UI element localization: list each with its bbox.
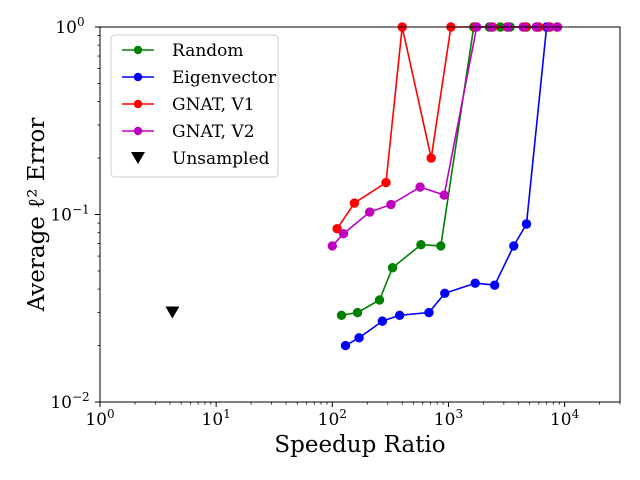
legend-entry: Random	[122, 41, 244, 61]
x-tick-label: 102	[318, 407, 347, 430]
x-tick-base: 10	[550, 410, 572, 430]
data-point	[489, 280, 500, 290]
x-tick-base: 10	[318, 410, 340, 430]
data-point	[415, 182, 425, 192]
x-tick-base: 10	[434, 410, 456, 430]
legend-marker	[133, 72, 143, 82]
y-tick-label: 10−1	[50, 203, 89, 226]
y-tick-exponent: −1	[72, 203, 90, 217]
legend-marker	[133, 99, 143, 109]
data-point	[424, 307, 434, 318]
x-tick-label: 104	[550, 407, 580, 430]
y-tick-label: 100	[55, 15, 84, 38]
legend-entry: Eigenvector	[122, 68, 277, 88]
data-point	[354, 333, 364, 343]
data-point	[439, 190, 449, 200]
y-tick-base: 10	[50, 206, 72, 226]
series-eigenvector	[340, 22, 552, 351]
legend-marker	[131, 152, 145, 164]
data-point	[352, 307, 363, 318]
legend-entry: GNAT, V2	[122, 122, 255, 142]
x-tick-base: 10	[202, 410, 224, 430]
y-axis-label: Average ℓ² Error	[24, 118, 50, 313]
data-point	[394, 310, 405, 321]
x-tick-label: 100	[85, 407, 114, 430]
data-point	[416, 240, 426, 250]
unsampled-marker	[165, 306, 180, 319]
x-tick-exponent: 0	[107, 407, 115, 421]
x-tick-exponent: 3	[455, 407, 463, 421]
data-point	[387, 263, 398, 273]
data-point	[426, 153, 436, 163]
data-point	[374, 295, 385, 305]
x-axis-label: Speedup Ratio	[274, 432, 445, 458]
data-point	[521, 219, 532, 229]
x-tick-label: 103	[434, 407, 463, 430]
legend-label: Eigenvector	[172, 68, 277, 88]
legend-entry: Unsampled	[131, 149, 270, 169]
legend-entry: GNAT, V1	[122, 95, 255, 115]
data-point	[365, 207, 375, 217]
legend-label: Unsampled	[172, 149, 270, 169]
data-point	[336, 310, 347, 321]
data-point	[327, 241, 337, 251]
data-point	[340, 340, 351, 351]
y-tick-base: 10	[50, 393, 72, 413]
x-tick-exponent: 4	[572, 407, 580, 421]
data-point	[377, 316, 388, 326]
data-point	[440, 288, 450, 298]
x-tick-exponent: 1	[223, 407, 231, 421]
y-tick-exponent: 0	[77, 15, 85, 29]
legend-box	[110, 34, 279, 178]
legend-label: GNAT, V2	[172, 122, 255, 142]
legend: Random Eigenvector GNAT, V1 GNAT, V2 Unsampl…	[110, 34, 279, 178]
legend-marker	[133, 126, 143, 136]
legend-label: GNAT, V1	[172, 95, 255, 115]
series-gnat-v1	[332, 22, 555, 234]
x-tick-base: 10	[85, 410, 107, 430]
y-tick-base: 10	[55, 18, 77, 38]
data-point	[436, 241, 446, 251]
legend-label: Random	[172, 41, 244, 61]
y-tick-label: 10−2	[50, 390, 89, 413]
data-point	[349, 198, 360, 208]
data-point	[332, 223, 342, 234]
legend-marker	[133, 45, 143, 55]
data-point	[381, 177, 391, 188]
data-point	[338, 228, 349, 239]
data-point	[509, 241, 519, 251]
x-tick-label: 101	[202, 407, 231, 430]
x-tick-exponent: 2	[339, 407, 347, 421]
data-point	[386, 199, 396, 210]
y-tick-exponent: −2	[72, 390, 90, 404]
data-point	[470, 278, 480, 288]
